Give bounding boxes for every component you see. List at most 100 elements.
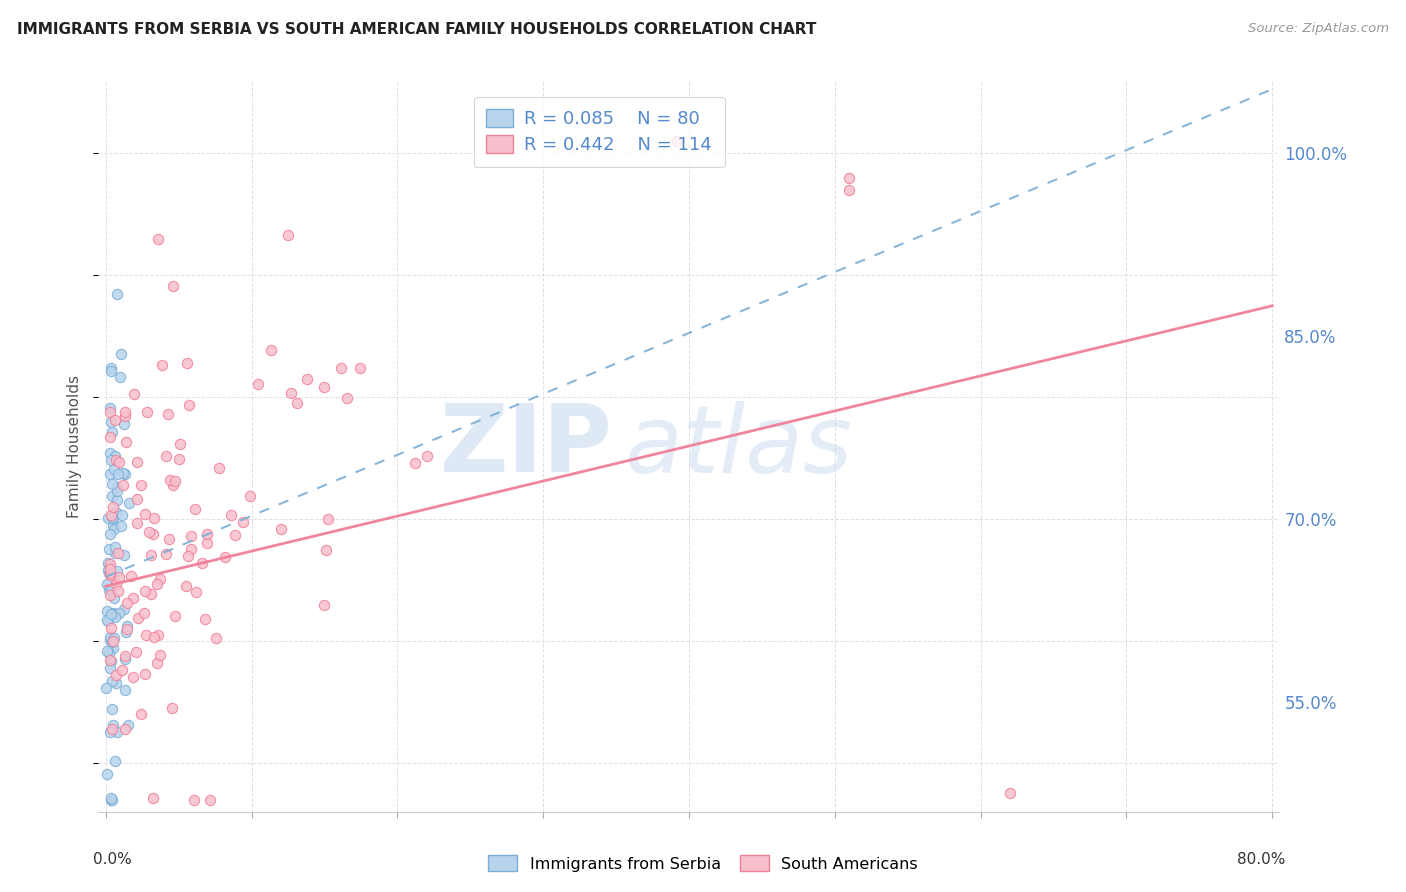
Point bbox=[838, 183, 860, 197]
Point bbox=[260, 343, 283, 358]
Point bbox=[141, 549, 163, 563]
Point bbox=[100, 792, 122, 806]
Point bbox=[114, 409, 136, 423]
Point bbox=[100, 582, 122, 596]
Point bbox=[108, 606, 131, 620]
Point bbox=[129, 706, 152, 721]
Point bbox=[98, 557, 121, 571]
Point bbox=[148, 628, 170, 642]
Point bbox=[195, 527, 218, 541]
Point bbox=[183, 792, 205, 806]
Point bbox=[112, 548, 135, 562]
Point bbox=[105, 667, 128, 681]
Point bbox=[114, 467, 136, 482]
Point bbox=[111, 478, 134, 492]
Point bbox=[100, 582, 122, 597]
Point bbox=[105, 725, 128, 739]
Point bbox=[104, 505, 127, 519]
Point bbox=[98, 401, 121, 416]
Point bbox=[101, 500, 124, 515]
Text: atlas: atlas bbox=[624, 401, 852, 491]
Point bbox=[127, 611, 149, 625]
Point bbox=[105, 480, 128, 494]
Point bbox=[122, 670, 145, 684]
Point bbox=[103, 632, 125, 646]
Point bbox=[157, 532, 180, 546]
Point bbox=[117, 717, 139, 731]
Point bbox=[838, 170, 860, 185]
Point bbox=[104, 577, 127, 591]
Point bbox=[105, 564, 128, 578]
Text: Source: ZipAtlas.com: Source: ZipAtlas.com bbox=[1249, 22, 1389, 36]
Point bbox=[125, 645, 148, 659]
Point bbox=[122, 387, 145, 401]
Point bbox=[103, 518, 125, 533]
Y-axis label: Family Households: Family Households bbox=[67, 375, 83, 517]
Point bbox=[96, 681, 118, 696]
Point bbox=[162, 478, 184, 492]
Point bbox=[104, 610, 127, 624]
Point bbox=[114, 404, 136, 418]
Legend: Immigrants from Serbia, South Americans: Immigrants from Serbia, South Americans bbox=[479, 847, 927, 880]
Point bbox=[127, 516, 149, 530]
Point bbox=[100, 415, 122, 429]
Point bbox=[134, 583, 156, 598]
Point bbox=[134, 507, 156, 521]
Point bbox=[143, 511, 166, 525]
Point bbox=[285, 396, 308, 410]
Point bbox=[208, 461, 231, 475]
Point bbox=[98, 541, 121, 556]
Legend: R = 0.085    N = 80, R = 0.442    N = 114: R = 0.085 N = 80, R = 0.442 N = 114 bbox=[474, 96, 724, 167]
Point bbox=[295, 372, 318, 386]
Point bbox=[176, 549, 198, 563]
Point bbox=[98, 652, 121, 666]
Point bbox=[155, 547, 177, 561]
Point bbox=[100, 453, 122, 467]
Point bbox=[96, 613, 118, 627]
Point bbox=[104, 452, 127, 467]
Point bbox=[163, 474, 186, 488]
Point bbox=[142, 630, 165, 644]
Point bbox=[335, 391, 357, 405]
Point bbox=[195, 536, 218, 550]
Point bbox=[98, 527, 121, 541]
Point bbox=[111, 508, 134, 523]
Point bbox=[107, 546, 129, 560]
Point bbox=[239, 489, 262, 503]
Point bbox=[100, 490, 122, 504]
Point bbox=[101, 722, 124, 736]
Point bbox=[98, 660, 121, 674]
Point bbox=[169, 437, 191, 451]
Point bbox=[135, 405, 157, 419]
Point bbox=[121, 591, 143, 605]
Point bbox=[107, 584, 129, 599]
Point bbox=[110, 370, 132, 384]
Point bbox=[165, 608, 187, 623]
Point bbox=[159, 473, 181, 487]
Point bbox=[277, 228, 299, 243]
Point bbox=[98, 632, 121, 647]
Point bbox=[103, 462, 125, 476]
Point bbox=[117, 622, 139, 636]
Point bbox=[101, 792, 124, 806]
Point bbox=[148, 648, 170, 662]
Point bbox=[127, 455, 149, 469]
Point bbox=[205, 631, 228, 645]
Text: ZIP: ZIP bbox=[439, 400, 612, 492]
Point bbox=[149, 572, 172, 586]
Point bbox=[194, 612, 217, 626]
Point bbox=[115, 624, 138, 639]
Point bbox=[134, 667, 156, 681]
Point bbox=[98, 430, 121, 444]
Point bbox=[100, 791, 122, 805]
Point bbox=[96, 577, 118, 591]
Text: 80.0%: 80.0% bbox=[1237, 852, 1285, 867]
Point bbox=[98, 588, 121, 602]
Point bbox=[112, 602, 135, 616]
Point bbox=[138, 525, 160, 540]
Point bbox=[314, 598, 336, 612]
Point bbox=[666, 134, 689, 148]
Point bbox=[104, 546, 127, 560]
Point bbox=[100, 607, 122, 622]
Point bbox=[100, 445, 122, 459]
